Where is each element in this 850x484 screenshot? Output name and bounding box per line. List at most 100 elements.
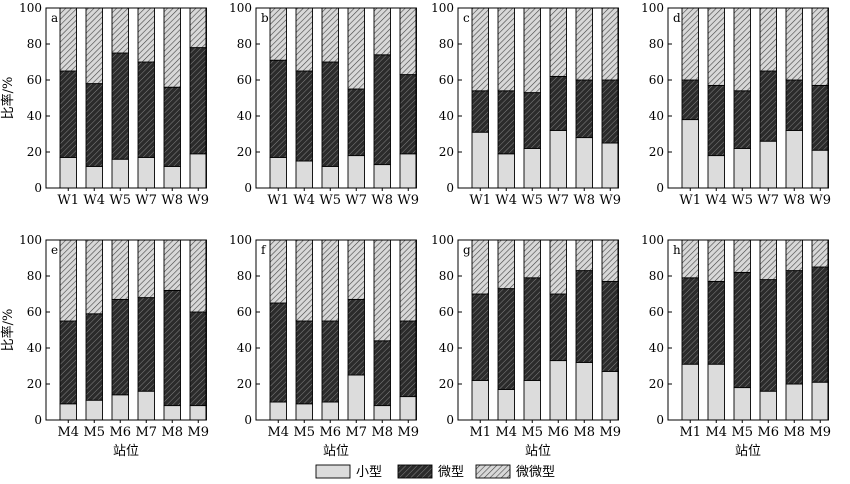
bar-a-W5-seg3 bbox=[111, 7, 129, 54]
x-tick-label: M1 bbox=[469, 425, 491, 440]
bar-e-M5-seg1 bbox=[85, 399, 103, 421]
bar-a-W9-seg2 bbox=[189, 47, 207, 155]
bar-h-M9-seg1 bbox=[811, 381, 829, 421]
x-tick-label: W8 bbox=[573, 193, 595, 208]
bar-h-M6-seg3 bbox=[759, 239, 777, 281]
x-tick-label: W1 bbox=[469, 193, 491, 208]
legend-label-small: 小型 bbox=[356, 465, 382, 480]
bar-e-M7-seg2 bbox=[137, 297, 155, 392]
x-axis-title: 站位 bbox=[323, 444, 349, 459]
x-tick-label: W7 bbox=[547, 193, 569, 208]
bar-b-W8-seg2 bbox=[373, 54, 391, 166]
bar-g-M1-seg2 bbox=[471, 293, 489, 381]
bar-a-W8-seg1 bbox=[163, 165, 181, 189]
plot-frame bbox=[255, 7, 417, 189]
x-tick-label: M8 bbox=[371, 425, 393, 440]
bar-d-W9-seg2 bbox=[811, 84, 829, 151]
bar-b-W4-seg3 bbox=[295, 7, 313, 72]
bar-f-M7-seg3 bbox=[347, 239, 365, 300]
bar-g-M5-seg2 bbox=[523, 277, 541, 381]
bar-c-W7-seg3 bbox=[549, 7, 567, 77]
bar-g-M9-seg1 bbox=[601, 370, 619, 421]
bar-b-W8-seg3 bbox=[373, 7, 391, 56]
bar-f-M6-seg3 bbox=[321, 239, 339, 322]
bar-f-M9-seg2 bbox=[399, 320, 417, 398]
x-tick-label: W4 bbox=[293, 193, 315, 208]
y-axis-title: 比率/% bbox=[0, 77, 16, 120]
legend-swatch-micro bbox=[397, 464, 433, 479]
bar-d-W5-seg3 bbox=[733, 7, 751, 92]
bar-e-M9-seg1 bbox=[189, 405, 207, 421]
bar-h-M1-seg1 bbox=[681, 363, 699, 421]
y-tick-label: 60 bbox=[237, 305, 252, 319]
bar-d-W4-seg3 bbox=[707, 7, 725, 86]
bar-g-M1-seg1 bbox=[471, 379, 489, 421]
bar-e-M4-seg3 bbox=[59, 239, 77, 322]
y-tick-label: 40 bbox=[237, 341, 252, 355]
bar-d-W9-seg1 bbox=[811, 149, 829, 189]
panel-label: f bbox=[261, 243, 267, 257]
x-tick-label: M9 bbox=[809, 425, 831, 440]
bar-b-W9-seg1 bbox=[399, 153, 417, 189]
plot-frame bbox=[667, 239, 829, 421]
y-tick-label: 20 bbox=[27, 145, 42, 159]
bar-e-M6-seg1 bbox=[111, 394, 129, 421]
bar-h-M5-seg1 bbox=[733, 387, 751, 421]
legend-swatch-small bbox=[315, 464, 351, 479]
legend-swatch-pico bbox=[475, 464, 511, 479]
bar-f-M5-seg1 bbox=[295, 403, 313, 421]
x-tick-label: M7 bbox=[345, 425, 367, 440]
bar-d-W7-seg3 bbox=[759, 7, 777, 72]
bar-a-W4-seg2 bbox=[85, 83, 103, 167]
bar-a-W5-seg1 bbox=[111, 158, 129, 189]
x-tick-label: M8 bbox=[161, 425, 183, 440]
y-tick-label: 40 bbox=[27, 341, 42, 355]
y-tick-label: 80 bbox=[649, 269, 664, 283]
bar-d-W7-seg1 bbox=[759, 140, 777, 189]
bar-g-M4-seg1 bbox=[497, 388, 515, 421]
panel-a: W1 W4 W5 W7 W8 W9 0 20 40 60 80 100 a bbox=[19, 1, 209, 208]
bar-d-W1-seg3 bbox=[681, 7, 699, 81]
x-tick-label: W5 bbox=[109, 193, 131, 208]
bar-a-W7-seg3 bbox=[137, 7, 155, 63]
y-axis-title: 比率/% bbox=[0, 309, 16, 352]
bar-e-M7-seg3 bbox=[137, 239, 155, 299]
bar-e-M4-seg1 bbox=[59, 403, 77, 421]
y-tick-label: 20 bbox=[27, 377, 42, 391]
bar-e-M5-seg3 bbox=[85, 239, 103, 315]
x-tick-label: W4 bbox=[495, 193, 517, 208]
x-tick-label: W5 bbox=[521, 193, 543, 208]
y-tick-label: 0 bbox=[34, 413, 42, 427]
bar-f-M9-seg3 bbox=[399, 239, 417, 322]
bar-g-M8-seg2 bbox=[575, 270, 593, 363]
bar-d-W4-seg2 bbox=[707, 84, 725, 157]
plot-frame bbox=[45, 7, 207, 189]
bar-g-M1-seg3 bbox=[471, 239, 489, 295]
panel-label: b bbox=[261, 11, 269, 25]
y-tick-label: 80 bbox=[27, 269, 42, 283]
y-tick-label: 60 bbox=[439, 73, 454, 87]
y-tick-label: 60 bbox=[649, 73, 664, 87]
bar-a-W9-seg3 bbox=[189, 7, 207, 49]
bar-b-W7-seg1 bbox=[347, 155, 365, 189]
bar-d-W1-seg2 bbox=[681, 79, 699, 121]
bar-h-M9-seg3 bbox=[811, 239, 829, 268]
panel-e: M4 M5 M6 M7 M8 M9 0 20 40 60 80 100 e bbox=[19, 233, 209, 440]
bar-h-M4-seg1 bbox=[707, 363, 725, 421]
plot-frame bbox=[457, 7, 619, 189]
y-tick-label: 20 bbox=[237, 145, 252, 159]
y-tick-label: 80 bbox=[439, 269, 454, 283]
x-tick-label: W7 bbox=[757, 193, 779, 208]
panel-c: W1 W4 W5 W7 W8 W9 0 20 40 60 80 100 c bbox=[431, 1, 621, 208]
y-tick-label: 80 bbox=[237, 37, 252, 51]
x-tick-label: W7 bbox=[135, 193, 157, 208]
bar-h-M9-seg2 bbox=[811, 266, 829, 383]
y-tick-label: 100 bbox=[19, 1, 42, 15]
panel-d: W1 W4 W5 W7 W8 W9 0 20 40 60 80 100 d bbox=[641, 1, 831, 208]
y-tick-label: 100 bbox=[641, 1, 664, 15]
x-tick-label: M5 bbox=[293, 425, 315, 440]
bar-a-W1-seg2 bbox=[59, 70, 77, 158]
y-tick-label: 100 bbox=[431, 1, 454, 15]
y-tick-label: 40 bbox=[27, 109, 42, 123]
